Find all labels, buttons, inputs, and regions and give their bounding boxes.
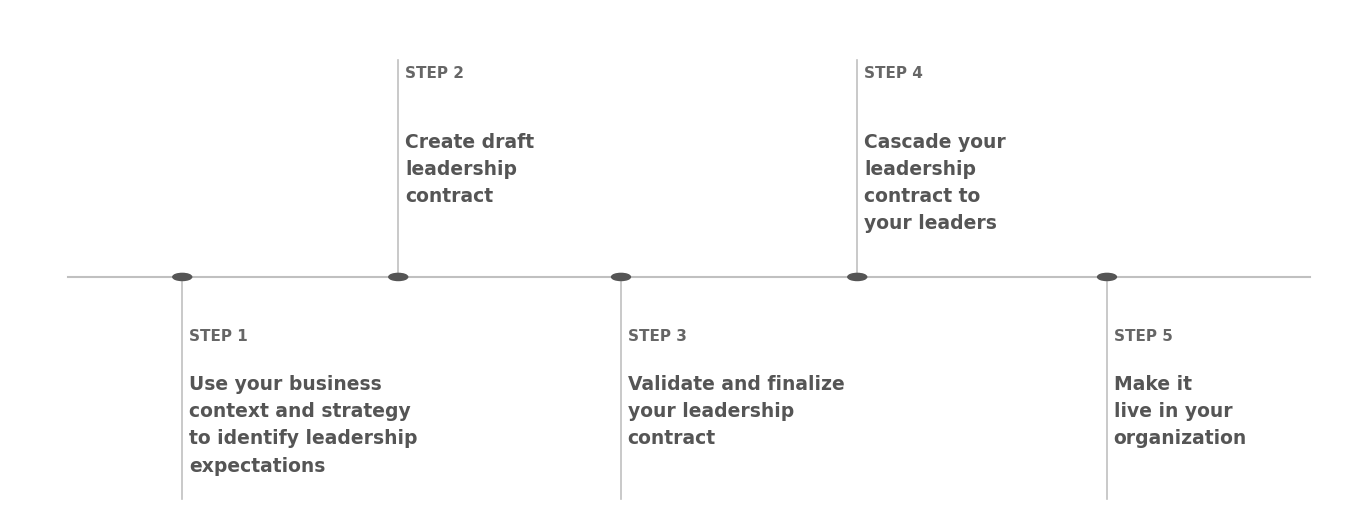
Text: STEP 5: STEP 5 (1114, 328, 1173, 343)
Circle shape (1098, 274, 1116, 281)
Text: Cascade your
leadership
contract to
your leaders: Cascade your leadership contract to your… (864, 132, 1006, 233)
Text: STEP 2: STEP 2 (405, 66, 464, 81)
Circle shape (848, 274, 867, 281)
Text: STEP 4: STEP 4 (864, 66, 923, 81)
Text: STEP 1: STEP 1 (189, 328, 248, 343)
Text: Validate and finalize
your leadership
contract: Validate and finalize your leadership co… (628, 374, 845, 447)
Text: Use your business
context and strategy
to identify leadership
expectations: Use your business context and strategy t… (189, 374, 417, 475)
Text: Create draft
leadership
contract: Create draft leadership contract (405, 132, 535, 206)
Circle shape (389, 274, 408, 281)
Circle shape (173, 274, 192, 281)
Text: STEP 3: STEP 3 (628, 328, 687, 343)
Circle shape (612, 274, 630, 281)
Text: Make it
live in your
organization: Make it live in your organization (1114, 374, 1247, 447)
